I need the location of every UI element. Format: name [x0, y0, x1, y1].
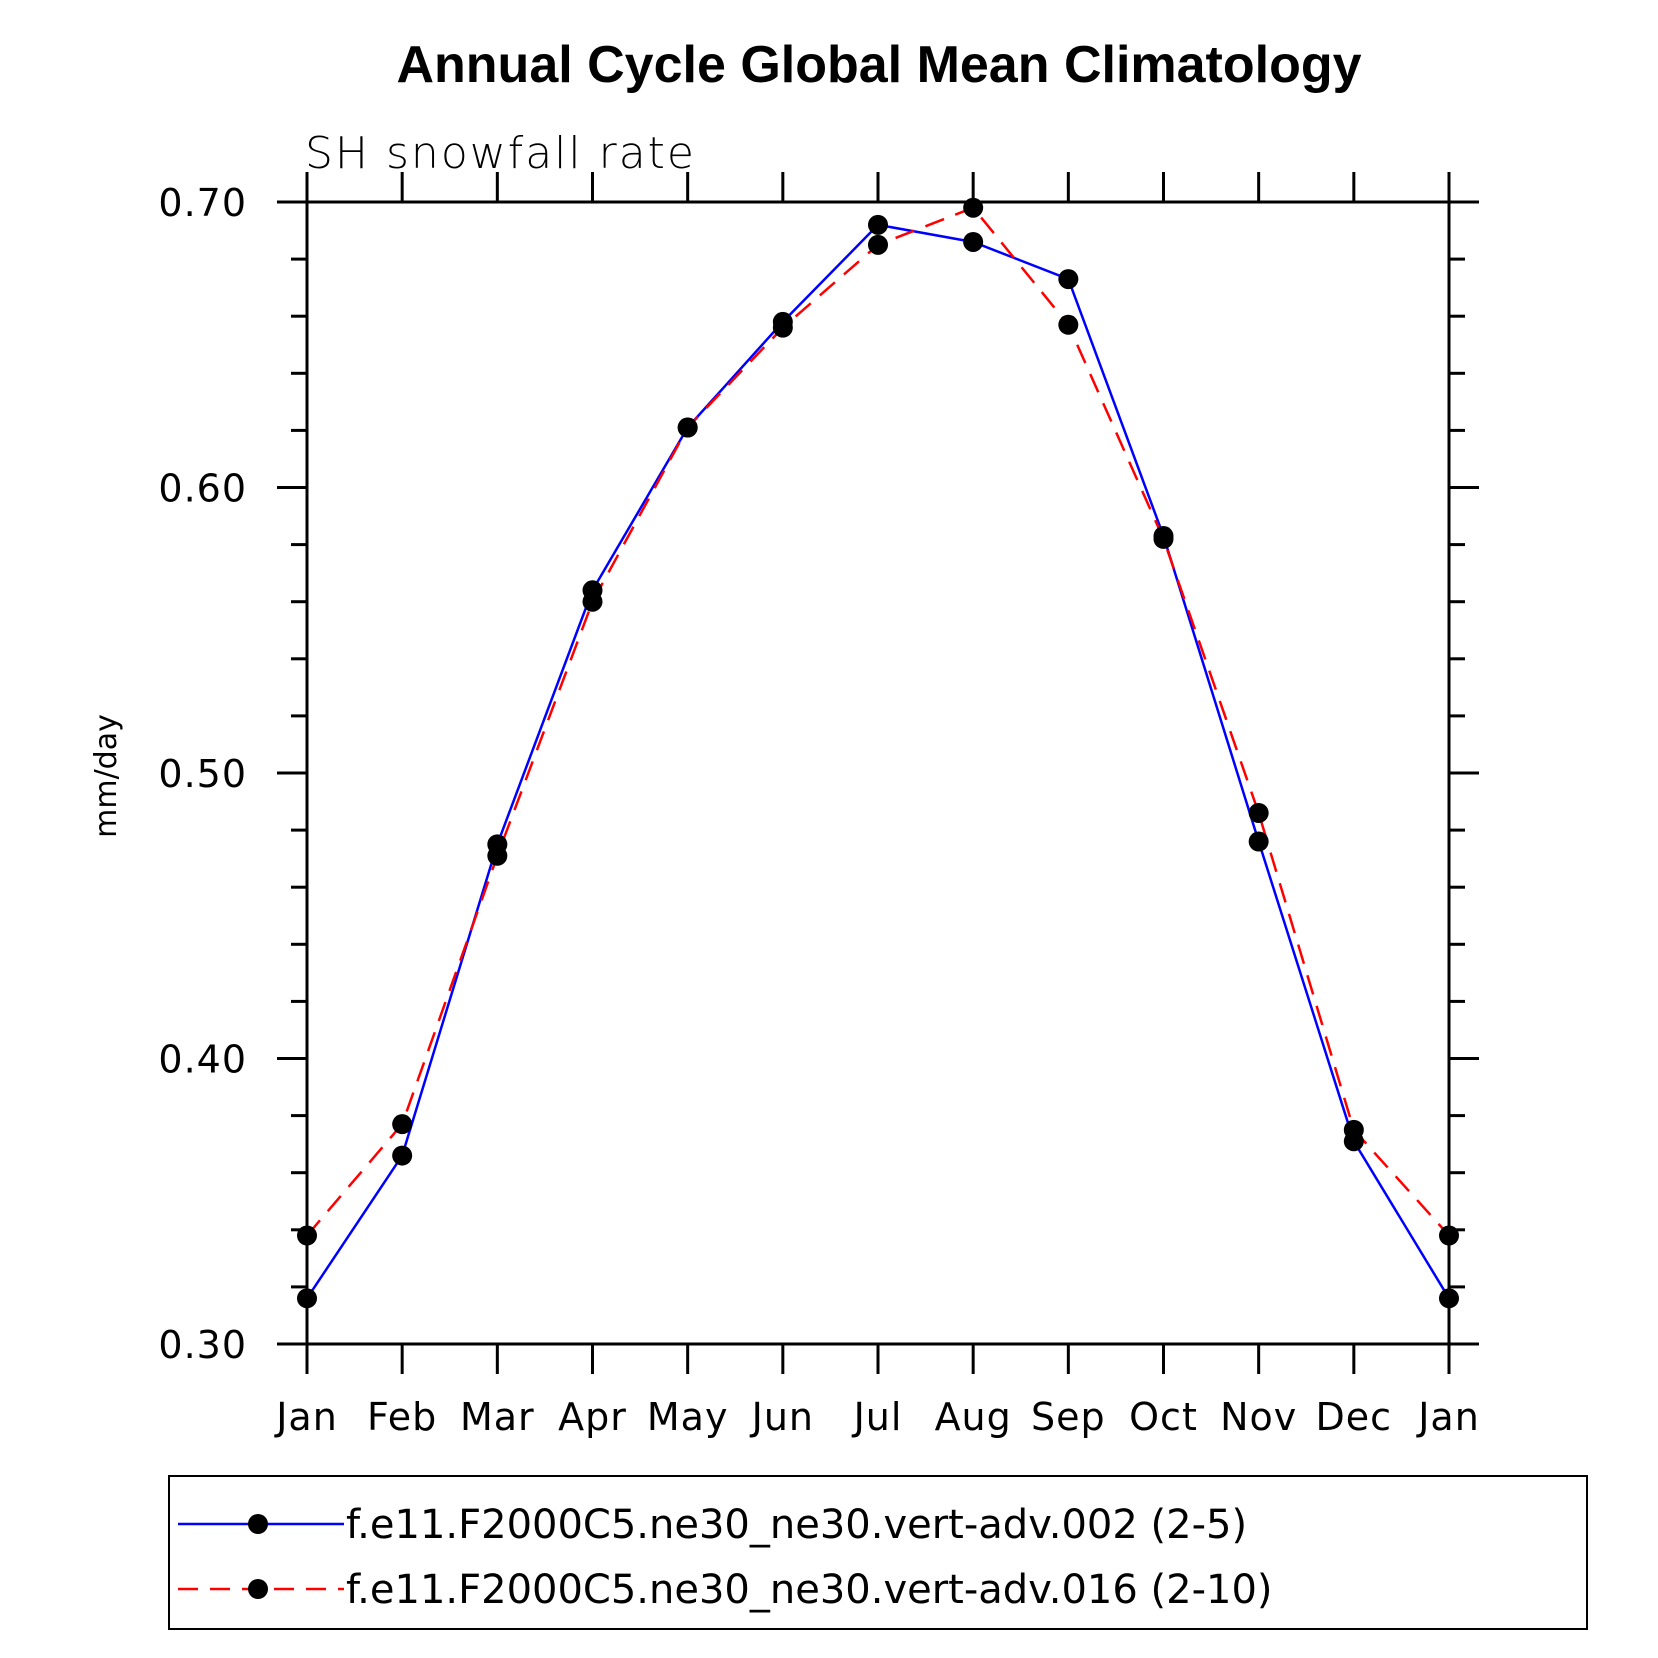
- series-2-point: [392, 1114, 413, 1135]
- series-1-point: [1058, 269, 1079, 290]
- series-2-point: [1343, 1119, 1364, 1140]
- y-tick-labels: 0.30 0.40 0.50 0.60 0.70: [158, 181, 247, 1367]
- y-tick-label: 0.40: [158, 1038, 247, 1082]
- series-line-2: [306, 206, 1450, 1237]
- chart-subtitle: SH snowfall rate: [305, 128, 696, 179]
- x-tick-label: Jul: [852, 1395, 903, 1439]
- axis-ticks: [277, 172, 1479, 1374]
- x-tick-label: Apr: [558, 1395, 627, 1439]
- x-tick-labels: Jan Feb Mar Apr May Jun Jul Aug Sep Oct Nov Dec Jan: [274, 1395, 1480, 1439]
- x-tick-label: Aug: [935, 1395, 1012, 1439]
- series-2-point: [487, 845, 508, 866]
- legend-marker-2: [248, 1579, 268, 1599]
- series-1-point: [392, 1145, 413, 1166]
- x-tick-label: Feb: [367, 1395, 437, 1439]
- x-tick-label: Jan: [274, 1395, 338, 1439]
- series-2-point: [1058, 314, 1079, 335]
- series-1-point: [1439, 1288, 1459, 1309]
- series-1-point: [963, 231, 984, 252]
- series-1-point: [1248, 831, 1269, 852]
- y-tick-label: 0.70: [158, 181, 247, 225]
- x-tick-label: Jan: [1416, 1395, 1480, 1439]
- plot-frame: [305, 200, 1451, 1346]
- x-tick-label: Oct: [1129, 1395, 1198, 1439]
- y-tick-label: 0.30: [158, 1323, 247, 1367]
- x-tick-label: Sep: [1031, 1395, 1106, 1439]
- series-2-point: [1248, 802, 1269, 823]
- series-1-point: [297, 1288, 317, 1309]
- x-tick-label: Nov: [1220, 1395, 1297, 1439]
- series-2-point: [582, 591, 603, 612]
- series-layer: [297, 197, 1459, 1309]
- series-2-point: [677, 417, 698, 438]
- series-2-point: [1153, 528, 1174, 549]
- x-tick-label: Mar: [460, 1395, 535, 1439]
- y-tick-label: 0.50: [158, 752, 247, 796]
- x-tick-label: Jun: [750, 1395, 814, 1439]
- legend: f.e11.F2000C5.ne30_ne30.vert-adv.002 (2-…: [178, 1502, 1273, 1613]
- series-2-point: [1439, 1225, 1459, 1246]
- series-2-point: [297, 1225, 317, 1246]
- series-2-point: [963, 197, 984, 218]
- legend-label-1: f.e11.F2000C5.ne30_ne30.vert-adv.002 (2-…: [346, 1502, 1247, 1548]
- y-tick-label: 0.60: [158, 467, 247, 511]
- series-2-point: [772, 317, 793, 338]
- series-2-point: [868, 234, 888, 255]
- legend-marker-1: [248, 1514, 268, 1534]
- series-1-point: [868, 214, 888, 235]
- chart-title: Annual Cycle Global Mean Climatology: [396, 36, 1361, 94]
- legend-frame: [168, 1475, 1588, 1630]
- x-tick-label: May: [647, 1395, 729, 1439]
- legend-label-2: f.e11.F2000C5.ne30_ne30.vert-adv.016 (2-…: [346, 1567, 1273, 1613]
- x-tick-label: Dec: [1316, 1395, 1393, 1439]
- y-axis-label: mm/day: [89, 714, 124, 838]
- series-line-1: [305, 223, 1451, 1300]
